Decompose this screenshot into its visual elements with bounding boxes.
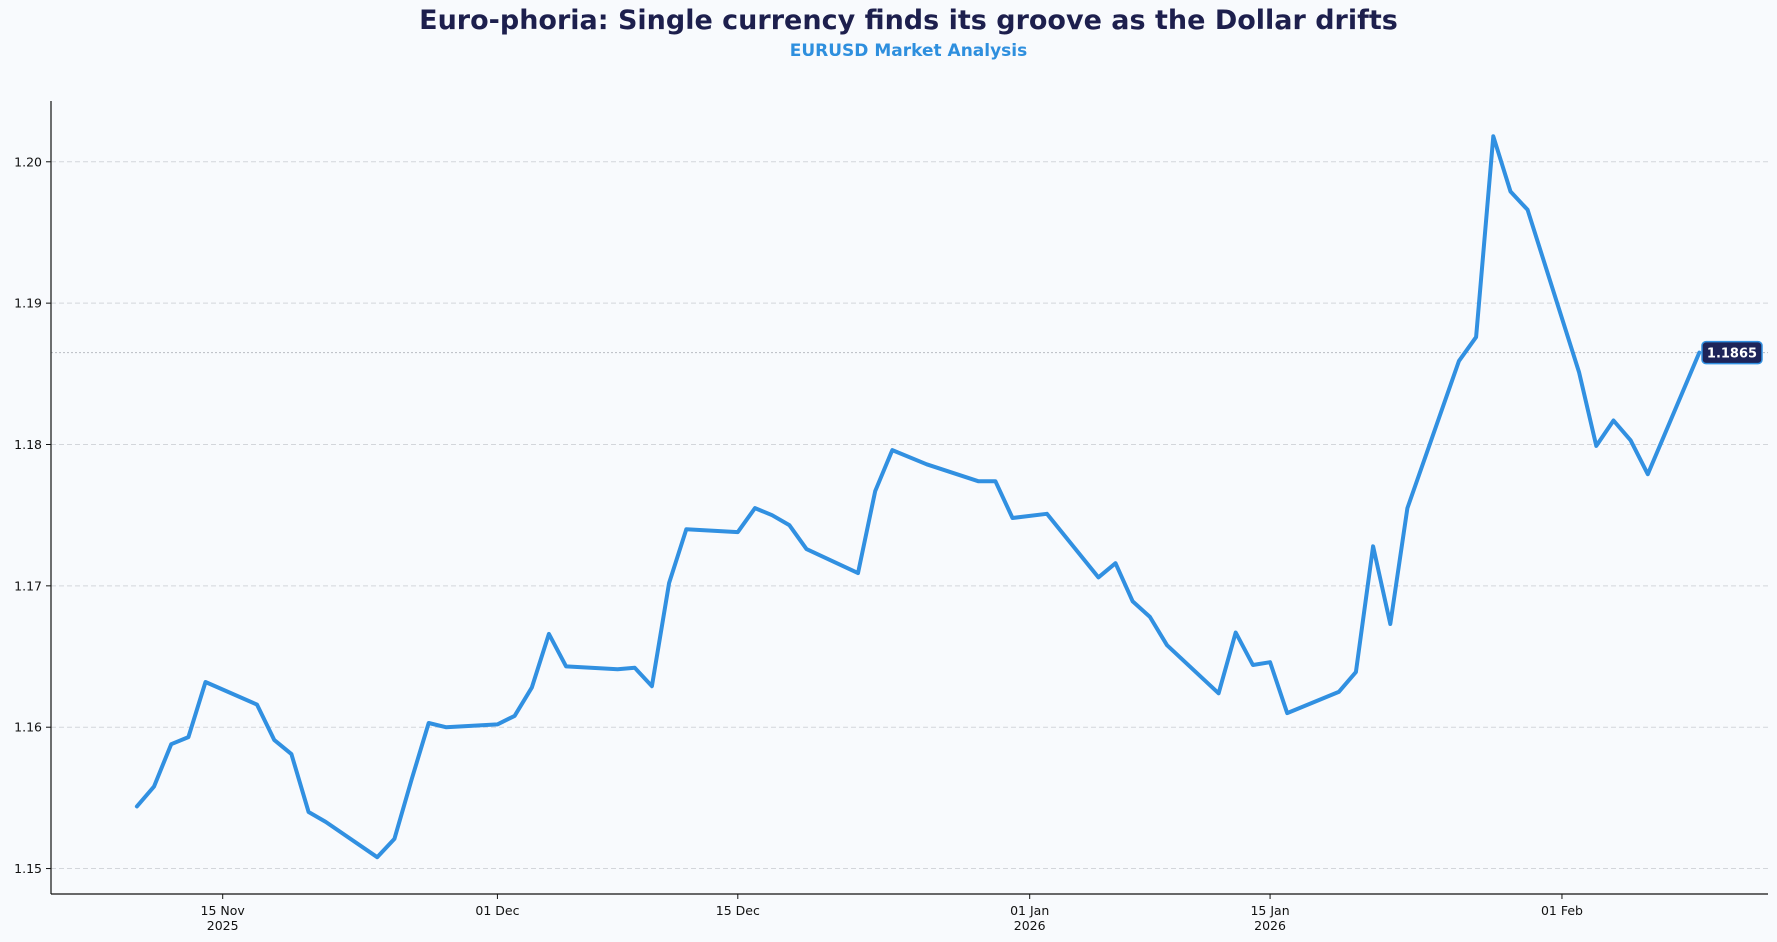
chart-subtitle: EURUSD Market Analysis — [789, 41, 1028, 61]
x-tick-label: 01 Dec — [475, 903, 519, 918]
x-tick-label: 01 Feb — [1541, 903, 1583, 918]
y-tick-label: 1.18 — [14, 437, 42, 452]
x-tick-label: 15 Dec — [716, 903, 760, 918]
eurusd-price-line — [134, 134, 1702, 860]
gridlines — [51, 161, 1768, 870]
last-value-badge: 1.1865 — [1701, 340, 1763, 365]
badge-background — [1701, 340, 1763, 365]
x-tick-year-label: 2025 — [207, 918, 239, 933]
x-tick-year-label: 2026 — [1254, 918, 1286, 933]
x-tick-label: 01 Jan — [1010, 903, 1049, 918]
badge-value: 1.1865 — [1707, 347, 1757, 362]
chart-title: Euro-phoria: Single currency finds its g… — [419, 5, 1398, 36]
x-tick-label: 15 Nov — [201, 903, 246, 918]
y-axis: 1.15 1.16 1.17 1.18 1.19 1.20 — [14, 101, 52, 894]
y-tick-label: 1.17 — [14, 578, 42, 593]
y-tick-label: 1.19 — [14, 296, 42, 311]
y-tick-label: 1.15 — [14, 861, 42, 876]
x-tick-year-label: 2026 — [1014, 918, 1046, 933]
y-tick-label: 1.20 — [14, 154, 42, 169]
y-tick-label: 1.16 — [14, 720, 42, 735]
x-tick-label: 15 Jan — [1250, 903, 1289, 918]
